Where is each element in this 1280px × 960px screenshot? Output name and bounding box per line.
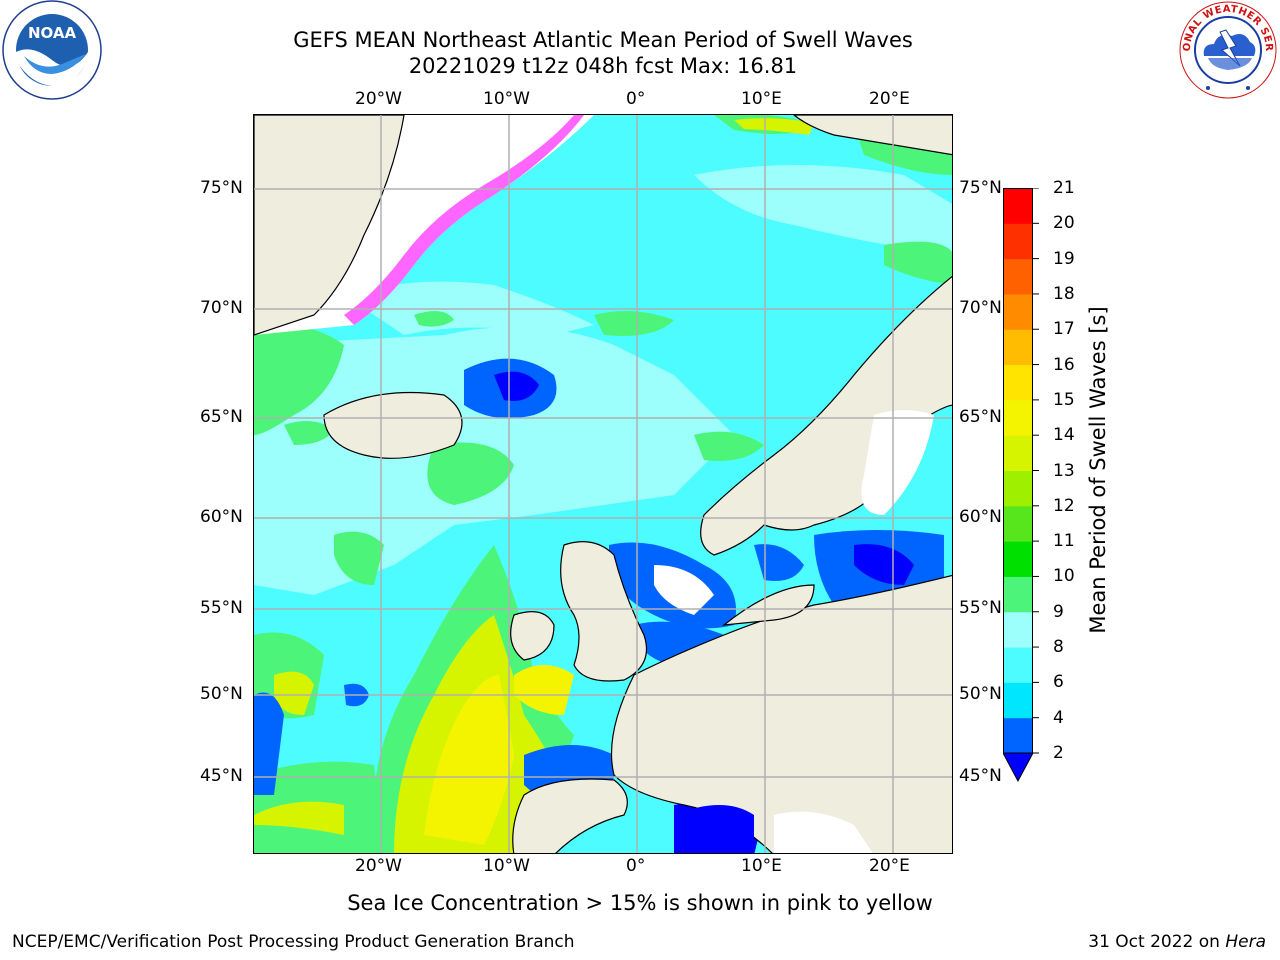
colorbar-swatch bbox=[1003, 611, 1033, 648]
chart-title: GEFS MEAN Northeast Atlantic Mean Period… bbox=[293, 28, 913, 52]
sea-ice-edge bbox=[344, 115, 584, 325]
lat-tick-left: 65°N bbox=[200, 407, 243, 427]
sea-ice-caption: Sea Ice Concentration > 15% is shown in … bbox=[347, 891, 933, 915]
map-svg bbox=[254, 115, 952, 853]
lat-tick-left: 50°N bbox=[200, 684, 243, 704]
lat-tick-left: 75°N bbox=[200, 178, 243, 198]
lat-tick-right: 75°N bbox=[959, 178, 1002, 198]
denmark-land bbox=[722, 584, 815, 626]
colorbar-under-arrow bbox=[1003, 752, 1034, 783]
lat-tick-left: 70°N bbox=[200, 298, 243, 318]
lat-tick-right: 55°N bbox=[959, 598, 1002, 618]
swell-zone-9-10 bbox=[254, 327, 344, 435]
colorbar-tick-label: 20 bbox=[1053, 213, 1075, 234]
colorbar-tick-label: 15 bbox=[1053, 389, 1075, 410]
lat-tick-right: 65°N bbox=[959, 407, 1002, 427]
colorbar-swatch bbox=[1003, 329, 1033, 366]
lon-tick-top: 20°E bbox=[869, 89, 910, 109]
colorbar-title: Mean Period of Swell Waves [s] bbox=[1086, 306, 1110, 634]
colorbar-tick-label: 19 bbox=[1053, 248, 1075, 269]
colorbar-swatch bbox=[1003, 576, 1033, 613]
colorbar-tick-label: 14 bbox=[1053, 425, 1075, 446]
mediterranean-swell bbox=[674, 805, 754, 853]
colorbar-tick-label: 18 bbox=[1053, 283, 1075, 304]
colorbar-swatch bbox=[1003, 647, 1033, 683]
colorbar-tick-label: 17 bbox=[1053, 319, 1075, 340]
lon-tick-top: 10°E bbox=[741, 89, 782, 109]
lat-tick-right: 70°N bbox=[959, 298, 1002, 318]
colorbar-swatch bbox=[1003, 435, 1033, 471]
colorbar-tick-label: 8 bbox=[1053, 637, 1064, 658]
lon-tick-bottom: 0° bbox=[626, 856, 646, 876]
colorbar-swatch bbox=[1003, 541, 1033, 577]
footer-host: Hera bbox=[1225, 932, 1266, 952]
colorbar-swatch bbox=[1003, 399, 1033, 436]
svalbard-land bbox=[793, 115, 952, 156]
nws-logo: NATIONAL WEATHER SERVICE bbox=[1178, 0, 1277, 99]
colorbar-tick-label: 21 bbox=[1053, 178, 1075, 198]
lon-tick-bottom: 20°E bbox=[869, 856, 910, 876]
chart-subtitle: 20221029 t12z 048h fcst Max: 16.81 bbox=[408, 54, 798, 78]
colorbar-tick-label: 2 bbox=[1053, 743, 1064, 763]
colorbar bbox=[1003, 188, 1039, 783]
lon-tick-bottom: 10°E bbox=[741, 856, 782, 876]
iceland-land bbox=[323, 391, 463, 459]
lon-tick-bottom: 10°W bbox=[483, 856, 530, 876]
colorbar-swatch bbox=[1003, 364, 1033, 401]
colorbar-swatch bbox=[1003, 682, 1033, 719]
lon-tick-bottom: 20°W bbox=[355, 856, 402, 876]
colorbar-swatch bbox=[1003, 188, 1033, 224]
lat-tick-right: 60°N bbox=[959, 507, 1002, 527]
colorbar-swatch bbox=[1003, 293, 1033, 330]
colorbar-tick-label: 4 bbox=[1053, 707, 1064, 728]
lon-tick-top: 10°W bbox=[483, 89, 530, 109]
colorbar-tick-label: 11 bbox=[1053, 531, 1075, 552]
noaa-logo: NOAA bbox=[2, 0, 102, 100]
colorbar-swatch bbox=[1003, 470, 1033, 507]
lat-tick-left: 45°N bbox=[200, 766, 243, 786]
footer-credit: NCEP/EMC/Verification Post Processing Pr… bbox=[12, 932, 575, 952]
colorbar-tick-label: 6 bbox=[1053, 672, 1064, 693]
footer-date-text: 31 Oct 2022 on bbox=[1088, 932, 1226, 952]
lat-tick-left: 55°N bbox=[200, 598, 243, 618]
lat-tick-right: 45°N bbox=[959, 766, 1002, 786]
greenland-land bbox=[254, 115, 405, 336]
colorbar-tick-label: 16 bbox=[1053, 354, 1075, 375]
colorbar-frame bbox=[1003, 188, 1033, 754]
iberia-land bbox=[512, 778, 628, 853]
ireland-land bbox=[510, 611, 555, 661]
gulf-of-bothnia bbox=[861, 410, 934, 515]
lat-tick-left: 60°N bbox=[200, 507, 243, 527]
lon-tick-top: 0° bbox=[626, 89, 646, 109]
britain-land bbox=[560, 541, 648, 682]
map-panel bbox=[253, 114, 953, 854]
colorbar-swatch bbox=[1003, 717, 1033, 754]
colorbar-tick-label: 12 bbox=[1053, 495, 1075, 516]
noaa-logo-text: NOAA bbox=[28, 24, 77, 42]
colorbar-swatch bbox=[1003, 223, 1033, 260]
colorbar-tick-label: 9 bbox=[1053, 601, 1064, 622]
colorbar-tick-label: 10 bbox=[1053, 566, 1075, 587]
colorbar-tick-label: 13 bbox=[1053, 460, 1075, 481]
europe-land bbox=[610, 574, 952, 853]
graticule bbox=[254, 115, 952, 853]
lon-tick-top: 20°W bbox=[355, 89, 402, 109]
lat-tick-right: 50°N bbox=[959, 684, 1002, 704]
colorbar-swatch bbox=[1003, 258, 1033, 295]
colorbar-swatch bbox=[1003, 505, 1033, 542]
footer-date: 31 Oct 2022 on Hera bbox=[1088, 932, 1266, 952]
